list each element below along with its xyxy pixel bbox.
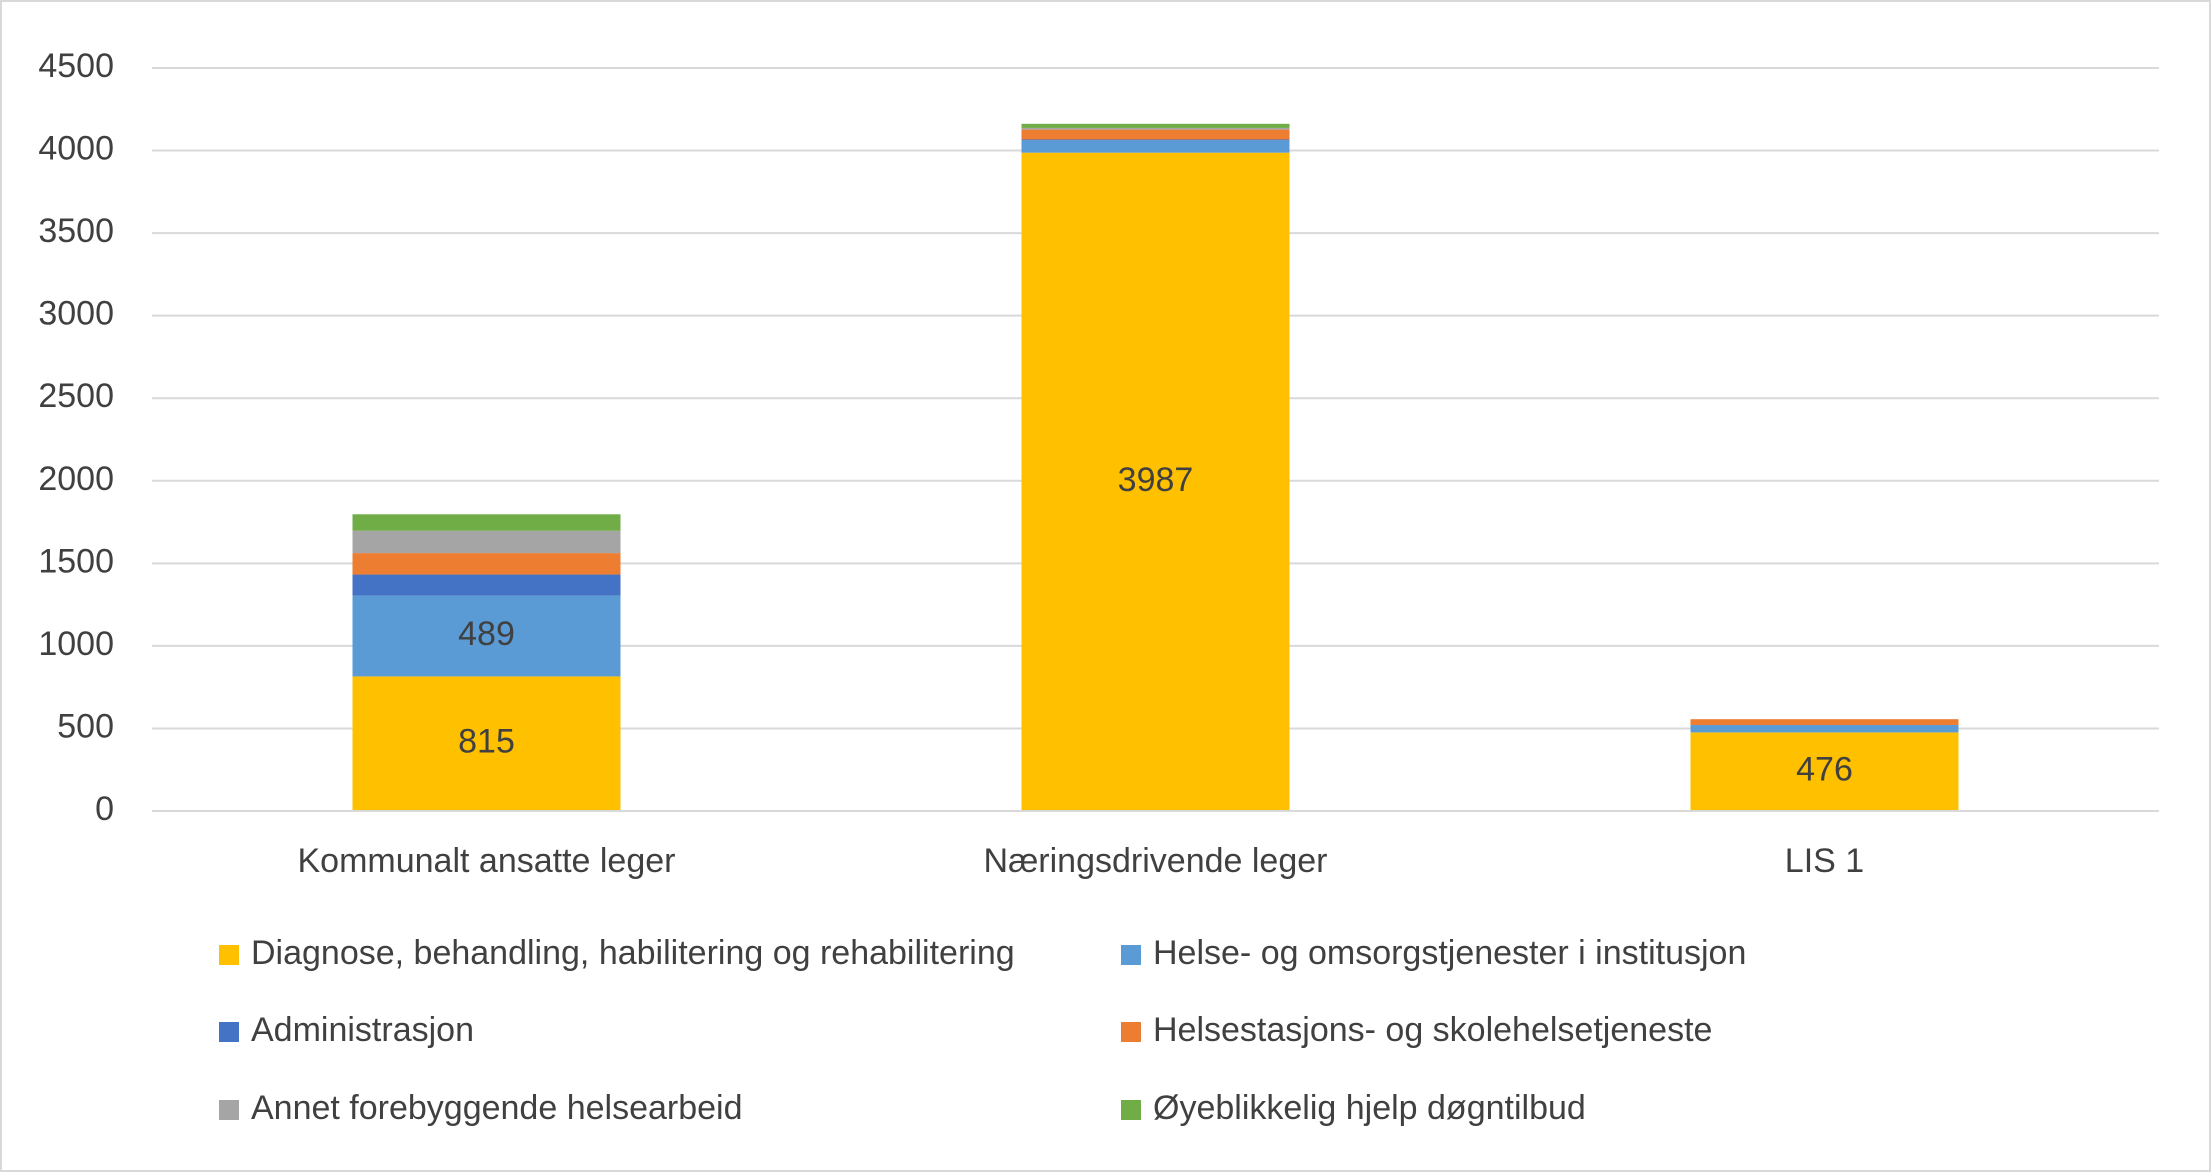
y-tick-label: 500 — [57, 707, 114, 745]
bar-segment — [1021, 129, 1290, 140]
x-tick-label: Kommunalt ansatte leger — [298, 842, 676, 880]
legend-marker — [1121, 1100, 1141, 1120]
y-tick-label: 2000 — [38, 460, 114, 498]
y-tick-label: 1000 — [38, 625, 114, 663]
data-label: 476 — [1796, 751, 1853, 789]
data-label: 3987 — [1118, 461, 1194, 499]
legend-marker — [219, 1100, 239, 1120]
legend-marker — [219, 945, 239, 965]
x-tick-label: LIS 1 — [1785, 842, 1864, 880]
legend-marker — [219, 1022, 239, 1042]
legend-label: Helse- og omsorgstjenester i institusjon — [1153, 934, 1746, 972]
y-tick-label: 0 — [95, 790, 114, 828]
legend-label: Administrasjon — [251, 1011, 474, 1049]
bar-segment — [1690, 719, 1959, 725]
legend-marker — [1121, 945, 1141, 965]
bar-segment — [352, 553, 621, 575]
bar-segment — [352, 676, 621, 811]
bar-segment — [1021, 123, 1290, 128]
y-tick-label: 4500 — [38, 47, 114, 85]
bar-segment — [352, 574, 621, 596]
data-label: 489 — [458, 615, 515, 653]
bar-segment — [1690, 724, 1959, 733]
legend-marker — [1121, 1022, 1141, 1042]
x-tick-label: Næringsdrivende leger — [984, 842, 1328, 880]
y-tick-label: 2500 — [38, 377, 114, 415]
bar-segment — [352, 530, 621, 554]
bar-segment — [1021, 140, 1290, 153]
y-tick-label: 3000 — [38, 295, 114, 333]
legend-label: Helsestasjons- og skolehelsetjeneste — [1153, 1011, 1712, 1049]
y-tick-label: 1500 — [38, 542, 114, 580]
bar-segment — [1021, 127, 1290, 130]
bar-segment — [352, 514, 621, 531]
bar-segment — [352, 595, 621, 677]
bar-segment — [1690, 732, 1959, 811]
y-tick-label: 4000 — [38, 130, 114, 168]
legend-label: Øyeblikkelig hjelp døgntilbud — [1153, 1089, 1586, 1127]
legend-label: Diagnose, behandling, habilitering og re… — [251, 934, 1015, 972]
bar-segment — [1021, 139, 1290, 141]
legend-label: Annet forebyggende helsearbeid — [251, 1089, 743, 1127]
data-label: 815 — [458, 723, 515, 761]
bar-segment — [1021, 152, 1290, 811]
y-tick-label: 3500 — [38, 212, 114, 250]
